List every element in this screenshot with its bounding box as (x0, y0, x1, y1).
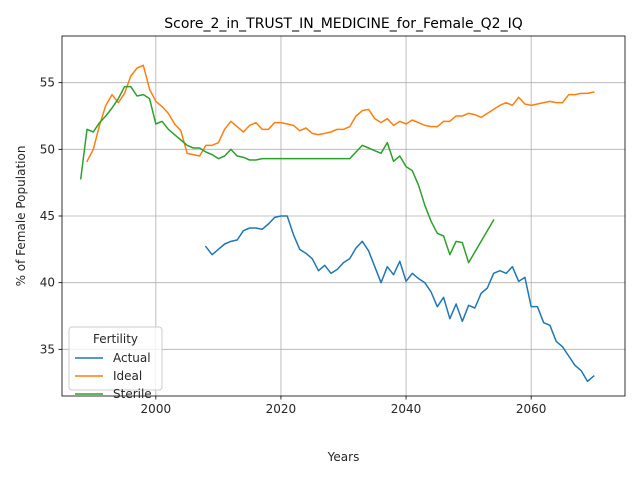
x-tick-label: 2000 (141, 402, 172, 416)
y-tick-label: 35 (40, 342, 55, 356)
y-tick-label: 40 (40, 276, 55, 290)
legend-label-actual: Actual (113, 351, 151, 365)
x-tick-label: 2040 (391, 402, 422, 416)
x-axis-label: Years (327, 450, 360, 464)
chart-title: Score_2_in_TRUST_IN_MEDICINE_for_Female_… (164, 16, 522, 32)
legend-label-sterile: Sterile (113, 387, 152, 401)
legend: Fertility Actual Ideal Sterile (69, 327, 162, 401)
y-tick-label: 50 (40, 142, 55, 156)
y-axis-label: % of Female Population (14, 146, 28, 287)
legend-label-ideal: Ideal (113, 369, 142, 383)
y-tick-label: 45 (40, 209, 55, 223)
x-tick-label: 2060 (516, 402, 547, 416)
y-tick-label: 55 (40, 76, 55, 90)
legend-title: Fertility (93, 332, 138, 346)
x-tick-label: 2020 (266, 402, 297, 416)
